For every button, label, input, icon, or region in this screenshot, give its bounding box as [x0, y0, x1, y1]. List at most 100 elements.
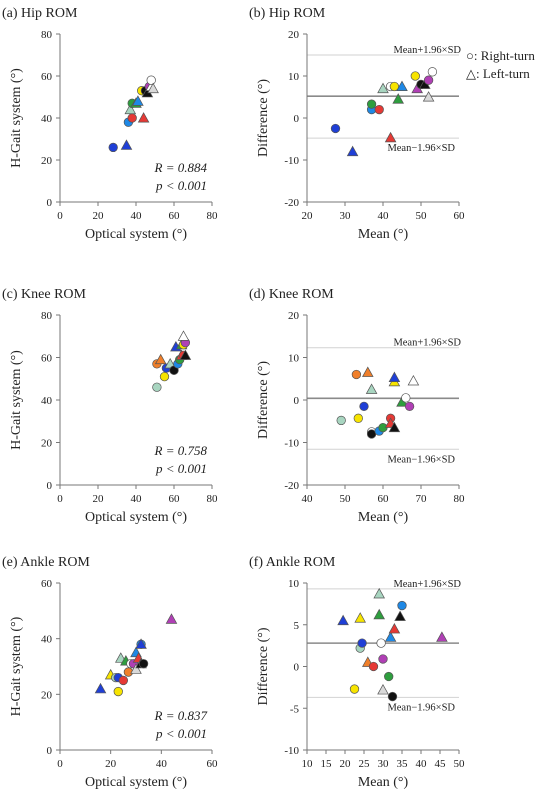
- y-tick-label: 0: [294, 113, 300, 125]
- x-tick-label: 30: [378, 758, 390, 770]
- panel-title: (f) Ankle ROM: [249, 555, 336, 570]
- panel-5: (e) Ankle ROM 0 20 40 60 0 20 40 60 Optical syste…: [2, 555, 218, 790]
- x-tick-label: 50: [340, 493, 352, 505]
- y-tick-label: 80: [41, 29, 53, 41]
- data-point-left-turn: [373, 587, 385, 599]
- data-point-right-turn: [138, 659, 149, 669]
- data-point-left-turn: [120, 139, 133, 150]
- x-tick-label: 80: [454, 493, 466, 505]
- y-axis-label: Difference (°): [256, 627, 271, 705]
- data-point-right-turn: [384, 671, 394, 682]
- y-tick-label: 0: [47, 745, 53, 757]
- data-point-left-turn: [407, 374, 420, 386]
- p-value-label: p < 0.001: [155, 726, 207, 741]
- y-axis-label: H-Gait system (°): [9, 68, 24, 168]
- x-tick-label: 80: [207, 493, 219, 505]
- x-tick-label: 50: [416, 210, 428, 222]
- lower-loa-label: Mean−1.96×SD: [387, 454, 455, 465]
- y-tick-label: 40: [41, 395, 53, 407]
- y-axis-label: H-Gait system (°): [9, 350, 24, 450]
- legend: ○: Right-turn △: Left-turn: [466, 48, 535, 81]
- data-point-left-turn: [147, 82, 159, 94]
- x-tick-label: 10: [302, 758, 314, 770]
- data-point-left-turn: [373, 608, 385, 620]
- data-point-right-turn: [353, 413, 363, 423]
- y-tick-label: -10: [284, 155, 299, 167]
- y-tick-label: 20: [288, 310, 300, 322]
- x-tick-label: 70: [416, 493, 428, 505]
- data-point-right-turn: [397, 600, 407, 611]
- panel-2: (b) Hip ROM Mean+1.96×SD Mean−1.96×SD -20 -1…: [249, 6, 465, 242]
- panel-title: (e) Ankle ROM: [2, 555, 90, 570]
- data-point-left-turn: [388, 371, 401, 382]
- data-point-right-turn: [146, 75, 156, 85]
- data-point-left-turn: [436, 631, 448, 642]
- data-point-right-turn: [108, 142, 118, 153]
- data-point-left-turn: [346, 145, 359, 157]
- data-point-left-turn: [392, 93, 404, 104]
- data-point-left-turn: [179, 349, 192, 360]
- x-tick-label: 20: [340, 758, 352, 770]
- legend-left-turn: △: Left-turn: [466, 66, 530, 81]
- y-tick-label: 20: [288, 29, 300, 41]
- y-tick-label: 20: [41, 155, 53, 167]
- y-tick-label: 0: [47, 480, 53, 492]
- y-tick-label: 40: [41, 634, 53, 646]
- data-point-right-turn: [374, 104, 384, 115]
- panel-title: (a) Hip ROM: [2, 6, 78, 21]
- data-point-left-turn: [154, 353, 167, 365]
- data-point-right-turn: [404, 401, 415, 412]
- x-tick-label: 15: [321, 758, 333, 770]
- data-point-right-turn: [330, 123, 341, 134]
- data-point-right-turn: [357, 638, 367, 648]
- r-value-label: R = 0.758: [154, 443, 208, 458]
- upper-loa-label: Mean+1.96×SD: [393, 579, 461, 590]
- data-point-left-turn: [396, 80, 408, 92]
- data-point-left-turn: [354, 612, 366, 623]
- x-tick-label: 45: [435, 758, 447, 770]
- r-value-label: R = 0.884: [154, 160, 208, 175]
- data-point-left-turn: [94, 682, 107, 694]
- x-tick-label: 20: [93, 210, 105, 222]
- data-point-left-turn: [130, 663, 142, 674]
- panel-title: (c) Knee ROM: [2, 287, 87, 302]
- data-point-left-turn: [377, 683, 389, 695]
- data-point-left-turn: [388, 421, 401, 433]
- data-point-right-turn: [336, 415, 346, 426]
- data-point-right-turn: [378, 654, 388, 664]
- y-tick-label: 10: [288, 71, 300, 83]
- data-point-right-turn: [152, 382, 162, 392]
- y-tick-label: -20: [284, 480, 299, 492]
- data-point-right-turn: [376, 638, 386, 648]
- panel-4: (d) Knee ROM Mean+1.96×SD Mean−1.96×SD -20 -…: [249, 287, 465, 525]
- data-point-right-turn: [118, 675, 128, 686]
- data-point-left-turn: [377, 82, 389, 94]
- data-point-right-turn: [127, 113, 137, 123]
- data-point-right-turn: [349, 684, 360, 694]
- y-tick-label: 20: [41, 689, 53, 701]
- y-tick-label: -5: [290, 703, 300, 715]
- y-tick-label: 40: [41, 113, 53, 125]
- data-point-left-turn: [384, 131, 397, 143]
- panel-title: (b) Hip ROM: [249, 6, 326, 21]
- data-point-right-turn: [423, 75, 434, 85]
- y-tick-label: -10: [284, 438, 299, 450]
- x-tick-label: 60: [207, 758, 219, 770]
- lower-loa-label: Mean−1.96×SD: [387, 702, 455, 713]
- r-value-label: R = 0.837: [154, 708, 208, 723]
- data-point-right-turn: [387, 691, 398, 702]
- x-axis-label: Mean (°): [358, 775, 409, 790]
- p-value-label: p < 0.001: [155, 178, 207, 193]
- y-axis-label: Difference (°): [256, 79, 271, 157]
- data-point-left-turn: [362, 366, 374, 377]
- data-point-right-turn: [159, 371, 170, 382]
- data-point-left-turn: [165, 613, 178, 624]
- x-tick-label: 80: [207, 210, 219, 222]
- y-tick-label: 0: [294, 395, 300, 407]
- y-axis-label: H-Gait system (°): [9, 616, 24, 716]
- x-tick-label: 0: [57, 758, 63, 770]
- x-tick-label: 20: [93, 493, 105, 505]
- y-tick-label: 0: [47, 197, 53, 209]
- x-axis-label: Optical system (°): [85, 510, 187, 525]
